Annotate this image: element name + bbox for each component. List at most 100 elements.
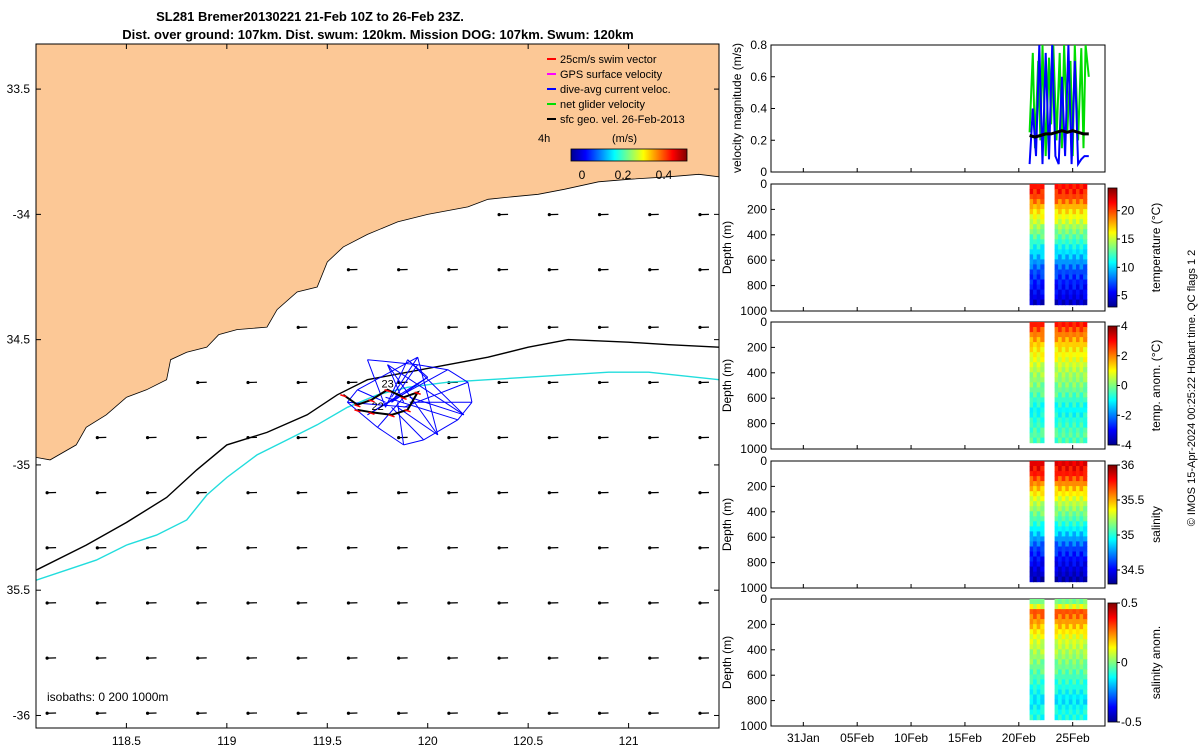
geo-velocity-arrowhead: [497, 436, 501, 440]
geo-velocity-arrowhead: [45, 546, 49, 550]
section-cell: [1054, 669, 1059, 675]
section-cell: [1076, 556, 1081, 563]
dive-avg-current-vector: [347, 401, 410, 408]
section-cell: [1029, 599, 1034, 605]
section-cell: [1036, 644, 1041, 650]
section-cell: [1065, 571, 1070, 578]
section-cell: [1036, 604, 1041, 610]
geo-velocity-arrowhead: [246, 380, 250, 385]
section-y-tick-label: 600: [747, 253, 767, 267]
section-cell: [1068, 669, 1073, 675]
section-cell: [1058, 674, 1063, 680]
section-cell: [1079, 299, 1084, 306]
section-cell: [1036, 234, 1041, 240]
section-cell: [1058, 476, 1063, 482]
section-cell: [1029, 684, 1034, 691]
section-cell: [1068, 189, 1073, 195]
section-cell: [1061, 347, 1066, 353]
section-cell: [1029, 204, 1034, 210]
section-cell: [1068, 367, 1073, 373]
section-cell: [1076, 357, 1081, 363]
section-cell: [1068, 377, 1073, 383]
section-cell: [1029, 254, 1034, 260]
section-cell: [1054, 481, 1059, 487]
section-cell: [1033, 357, 1038, 363]
section-cell: [1054, 526, 1059, 532]
section-frame: [770, 321, 1106, 450]
section-cell: [1061, 417, 1066, 424]
section-cell: [1083, 184, 1088, 190]
section-cell: [1076, 709, 1081, 716]
section-cell: [1076, 609, 1081, 615]
geo-velocity-arrowhead: [145, 656, 150, 660]
section-cell: [1054, 254, 1059, 260]
section-cell: [1029, 362, 1034, 368]
section-cell: [1072, 239, 1077, 245]
section-cell: [1040, 204, 1045, 210]
section-cell: [1068, 284, 1073, 291]
section-cell: [1068, 496, 1073, 502]
section-cell: [1033, 342, 1038, 348]
section-cell: [1058, 491, 1063, 497]
section-cell: [1068, 634, 1073, 640]
section-cell: [1036, 664, 1041, 670]
section-cell: [1054, 392, 1059, 398]
geo-velocity-arrowhead: [597, 601, 602, 605]
section-cell: [1040, 526, 1045, 532]
section-y-tick-label: 0: [760, 315, 767, 329]
section-cell: [1072, 619, 1077, 625]
section-cell: [1036, 476, 1041, 482]
section-cell: [1079, 704, 1084, 711]
section-cell: [1054, 571, 1059, 578]
section-cell: [1076, 284, 1081, 291]
section-cell: [1040, 417, 1045, 424]
section-cell: [1036, 536, 1041, 542]
dive-avg-current-vector: [423, 419, 459, 441]
section-cell: [1083, 546, 1088, 553]
section-cell: [1068, 644, 1073, 650]
section-cell: [1058, 486, 1063, 492]
section-cell: [1076, 204, 1081, 210]
section-cell: [1065, 654, 1070, 660]
section-cell: [1076, 432, 1081, 439]
geo-velocity-arrowhead: [648, 436, 652, 440]
section-cell: [1079, 342, 1084, 348]
section-cell: [1072, 377, 1077, 383]
section-cell: [1040, 571, 1045, 578]
section-cell: [1065, 294, 1070, 301]
section-cell: [1054, 704, 1059, 711]
geo-velocity-arrowhead: [95, 546, 99, 550]
geo-velocity-arrowhead: [397, 436, 401, 440]
section-cell: [1061, 496, 1066, 502]
section-cell: [1083, 342, 1088, 348]
section-cell: [1072, 234, 1077, 240]
section-cell: [1076, 566, 1081, 573]
section-cell: [1040, 372, 1045, 378]
section-cell: [1029, 342, 1034, 348]
section-cell: [1061, 709, 1066, 716]
section-cell: [1068, 244, 1073, 250]
section-cell: [1061, 377, 1066, 383]
section-cell: [1079, 466, 1084, 472]
section-cell: [1079, 367, 1084, 373]
section-cell: [1072, 669, 1077, 675]
section-cell: [1076, 214, 1081, 220]
colorbar-tick-label: 15: [1121, 232, 1135, 246]
geo-velocity-arrowhead: [196, 656, 200, 660]
section-cell: [1068, 352, 1073, 358]
section-cell: [1076, 289, 1081, 296]
section-cell: [1054, 352, 1059, 358]
section-cell: [1033, 466, 1038, 472]
section-cell: [1079, 352, 1084, 358]
section-cell: [1058, 279, 1063, 286]
section-cell: [1083, 332, 1088, 338]
section-cell: [1065, 397, 1070, 403]
section-cell: [1079, 541, 1084, 547]
section-cell: [1083, 249, 1088, 255]
section-cell: [1029, 699, 1034, 706]
section-cell: [1076, 466, 1081, 472]
section-cell: [1076, 546, 1081, 553]
section-cell: [1036, 639, 1041, 645]
section-cell: [1036, 704, 1041, 711]
